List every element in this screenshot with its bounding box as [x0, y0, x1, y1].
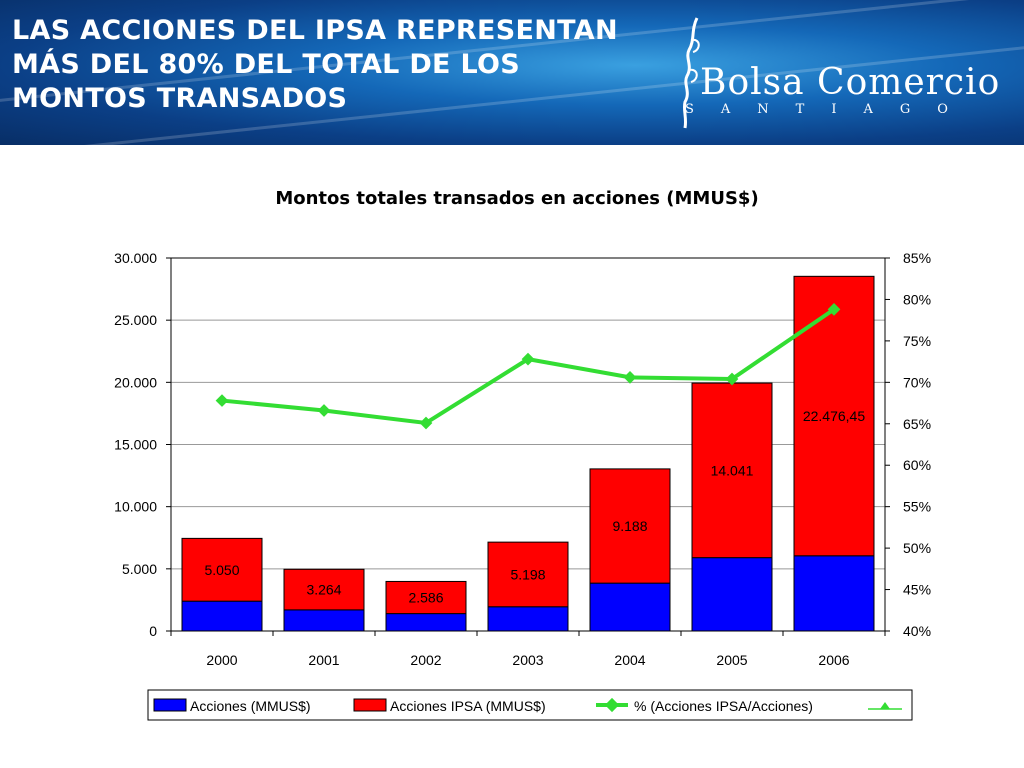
legend: Acciones (MMUS$) Acciones IPSA (MMUS$) %… [147, 689, 913, 721]
data-label-ipsa: 22.476,45 [803, 408, 865, 424]
right-tick-label: 55% [903, 499, 931, 515]
x-tick-label: 2001 [308, 652, 339, 668]
left-tick-label: 0 [149, 623, 157, 639]
left-tick-label: 25.000 [114, 312, 157, 328]
x-axis: 2000 2001 2002 2003 2004 2005 2006 [170, 631, 886, 668]
data-label-ipsa: 14.041 [711, 462, 754, 478]
data-label-ipsa: 3.264 [306, 582, 341, 598]
bar-ipsa [589, 468, 671, 584]
bar-ipsa [487, 541, 569, 608]
bar-acciones [793, 555, 875, 632]
right-tick-label: 50% [903, 540, 931, 556]
legend-swatch-acciones [153, 698, 187, 712]
right-tick-label: 70% [903, 374, 931, 390]
legend-marker-pct [604, 697, 620, 713]
bar-ipsa [691, 382, 773, 559]
right-tick-label: 60% [903, 457, 931, 473]
legend-label-pct: % (Acciones IPSA/Acciones) [634, 698, 813, 714]
chart-title: Montos totales transados en acciones (MM… [275, 188, 758, 209]
page-title: LAS ACCIONES DEL IPSA REPRESENTAN MÁS DE… [12, 15, 618, 114]
left-axis: 0 5.000 10.000 15.000 20.000 25.000 30.000 [114, 250, 171, 639]
right-tick-label: 80% [903, 291, 931, 307]
x-tick-label: 2006 [818, 652, 849, 668]
data-label-ipsa: 2.586 [408, 590, 443, 606]
legend-swatch-ipsa [353, 698, 387, 712]
legend-label-ipsa: Acciones IPSA (MMUS$) [390, 698, 546, 714]
logo-subtitle: SANTIAGO [685, 102, 975, 117]
right-tick-label: 85% [903, 250, 931, 266]
bar-ipsa [793, 275, 875, 557]
data-labels: 5.050 3.264 2.586 5.198 9.188 14.041 22.476,45 [204, 408, 865, 605]
legend-label-acciones: Acciones (MMUS$) [190, 698, 311, 714]
pct-point [215, 394, 229, 407]
left-tick-label: 15.000 [114, 437, 157, 453]
pct-point [419, 416, 433, 430]
x-tick-label: 2004 [614, 652, 645, 668]
right-tick-label: 40% [903, 623, 931, 639]
left-tick-label: 5.000 [122, 561, 157, 577]
left-tick-label: 20.000 [114, 374, 157, 390]
bar-acciones [589, 582, 671, 632]
right-axis: 40% 45% 50% 55% 60% 65% 70% 75% 80% 85% [885, 250, 931, 639]
logo-name: Bolsa Comercio [700, 62, 1001, 103]
bar-ipsa [283, 568, 365, 611]
bar-acciones [385, 613, 467, 632]
bar-acciones [487, 606, 569, 632]
bar-ipsa [385, 580, 467, 615]
legend-triangle-icon [880, 702, 890, 709]
bars [181, 275, 875, 632]
x-tick-label: 2002 [410, 652, 441, 668]
left-tick-label: 30.000 [114, 250, 157, 266]
stacked-bar-chart: Montos totales transados en acciones (MM… [114, 188, 931, 721]
bar-ipsa [181, 537, 263, 602]
bar-acciones [181, 600, 263, 632]
data-label-ipsa: 9.188 [612, 518, 647, 534]
bar-acciones [283, 609, 365, 632]
right-tick-label: 65% [903, 416, 931, 432]
bolsa-logo-icon [682, 17, 700, 129]
x-tick-label: 2005 [716, 652, 747, 668]
right-tick-label: 75% [903, 333, 931, 349]
legend-box [147, 689, 913, 721]
x-tick-label: 2003 [512, 652, 543, 668]
pct-point [317, 404, 331, 417]
left-tick-label: 10.000 [114, 499, 157, 515]
x-tick-label: 2000 [206, 652, 237, 668]
data-label-ipsa: 5.050 [204, 562, 239, 578]
header-banner: LAS ACCIONES DEL IPSA REPRESENTAN MÁS DE… [0, 0, 1024, 145]
data-label-ipsa: 5.198 [510, 566, 545, 582]
right-tick-label: 45% [903, 582, 931, 598]
pct-point [623, 370, 637, 384]
bar-acciones [691, 557, 773, 632]
